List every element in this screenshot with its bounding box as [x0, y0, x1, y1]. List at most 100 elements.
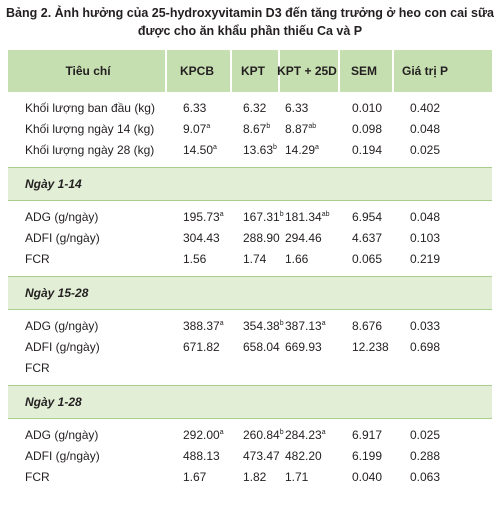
table-cell: 292.00a [183, 428, 224, 442]
table-cell: 354.38b [243, 319, 284, 333]
table-cell: 669.93 [285, 340, 322, 354]
column-divider [230, 50, 232, 92]
cell-value: 14.29 [285, 143, 316, 157]
table-cell: 482.20 [285, 449, 322, 463]
column-header: KPCB [179, 64, 214, 78]
table-cell: 0.025 [410, 143, 441, 157]
table-cell: 0.103 [410, 231, 441, 245]
section-title: Ngày 15-28 [25, 286, 89, 300]
table-cell: 6.33 [183, 101, 207, 115]
table-cell: 1.71 [285, 470, 309, 484]
cell-value: 8.87 [285, 122, 309, 136]
column-divider [165, 50, 167, 92]
table-cell: 294.46 [285, 231, 322, 245]
table-cell: 0.048 [410, 122, 441, 136]
table-cell: 0.098 [352, 122, 383, 136]
table-cell: 0.219 [410, 252, 441, 266]
table-cell: ADFI (g/ngày) [25, 449, 100, 463]
cell-value: 181.34 [285, 210, 322, 224]
table-cell: 6.954 [352, 210, 383, 224]
table-cell: ADG (g/ngày) [25, 319, 99, 333]
table-cell: 6.917 [352, 428, 383, 442]
table-cell: 0.194 [352, 143, 383, 157]
table-cell: FCR [25, 470, 50, 484]
cell-superscript: ab [308, 123, 317, 130]
table-cell: 671.82 [183, 340, 220, 354]
table-cell: 488.13 [183, 449, 220, 463]
table-cell: ADFI (g/ngày) [25, 231, 100, 245]
table-cell: 0.698 [410, 340, 441, 354]
column-header: Giá trị P [401, 64, 448, 78]
table-cell: ADG (g/ngày) [25, 210, 99, 224]
cell-value: 354.38 [243, 319, 280, 333]
table-cell: FCR [25, 361, 50, 375]
cell-superscript: b [273, 144, 277, 151]
cell-superscript: b [279, 211, 284, 218]
table-cell: 181.34ab [285, 210, 330, 224]
section-title: Ngày 1-14 [25, 177, 82, 191]
table-cell: 260.84b [243, 428, 284, 442]
table-cell: 388.37a [183, 319, 224, 333]
table-cell: 387.13a [285, 319, 326, 333]
cell-superscript: a [219, 429, 224, 436]
cell-value: 9.07 [183, 122, 207, 136]
table-title: Bảng 2. Ảnh hưởng của 25-hydroxyvitamin … [6, 6, 494, 20]
table-cell: 4.637 [352, 231, 383, 245]
column-header: KPT + 25D [277, 64, 337, 78]
table-cell: 12.238 [352, 340, 389, 354]
cell-superscript: a [219, 320, 224, 327]
table-cell: 1.56 [183, 252, 207, 266]
cell-superscript: a [321, 320, 326, 327]
cell-value: 13.63 [243, 143, 274, 157]
section-band [8, 276, 492, 310]
table-cell: 1.66 [285, 252, 309, 266]
cell-value: 388.37 [183, 319, 220, 333]
cell-superscript: a [219, 211, 224, 218]
table-cell: 0.288 [410, 449, 441, 463]
cell-value: 292.00 [183, 428, 220, 442]
table-cell: 8.87ab [285, 122, 316, 136]
table-cell: 284.23a [285, 428, 326, 442]
table-cell: 304.43 [183, 231, 220, 245]
table-cell: 14.50a [183, 143, 217, 157]
cell-value: 284.23 [285, 428, 322, 442]
table-cell: 8.676 [352, 319, 383, 333]
table-cell: 0.025 [410, 428, 441, 442]
table-cell: 0.040 [352, 470, 383, 484]
column-divider [278, 50, 280, 92]
column-divider [392, 50, 394, 92]
table-cell: 0.402 [410, 101, 441, 115]
section-title: Ngày 1-28 [25, 395, 82, 409]
table-cell: 9.07a [183, 122, 210, 136]
table-cell: 8.67b [243, 122, 270, 136]
cell-value: 260.84 [243, 428, 280, 442]
table-cell: 195.73a [183, 210, 224, 224]
table-cell: Khối lượng ngày 14 (kg) [25, 122, 155, 136]
table-cell: 167.31b [243, 210, 284, 224]
table-cell: 6.199 [352, 449, 383, 463]
section-band [8, 385, 492, 419]
table-cell: 6.33 [285, 101, 309, 115]
table-cell: 0.065 [352, 252, 383, 266]
column-header: KPT [241, 64, 265, 78]
table-cell: 0.048 [410, 210, 441, 224]
table-cell: 1.82 [243, 470, 267, 484]
table-cell: FCR [25, 252, 50, 266]
cell-value: 14.50 [183, 143, 214, 157]
table-cell: 6.32 [243, 101, 267, 115]
cell-superscript: a [206, 123, 211, 130]
cell-value: 387.13 [285, 319, 322, 333]
table-cell: 288.90 [243, 231, 280, 245]
table-cell: 0.063 [410, 470, 441, 484]
table-cell: ADG (g/ngày) [25, 428, 99, 442]
column-header: SEM [350, 64, 377, 78]
table-cell: Khối lượng ngày 28 (kg) [25, 143, 155, 157]
table-cell: Khối lượng ban đầu (kg) [25, 101, 155, 115]
cell-superscript: a [315, 144, 319, 151]
table-cell: ADFI (g/ngày) [25, 340, 100, 354]
table-cell: 1.74 [243, 252, 267, 266]
cell-superscript: a [321, 429, 326, 436]
section-band [8, 167, 492, 201]
cell-value: 167.31 [243, 210, 280, 224]
